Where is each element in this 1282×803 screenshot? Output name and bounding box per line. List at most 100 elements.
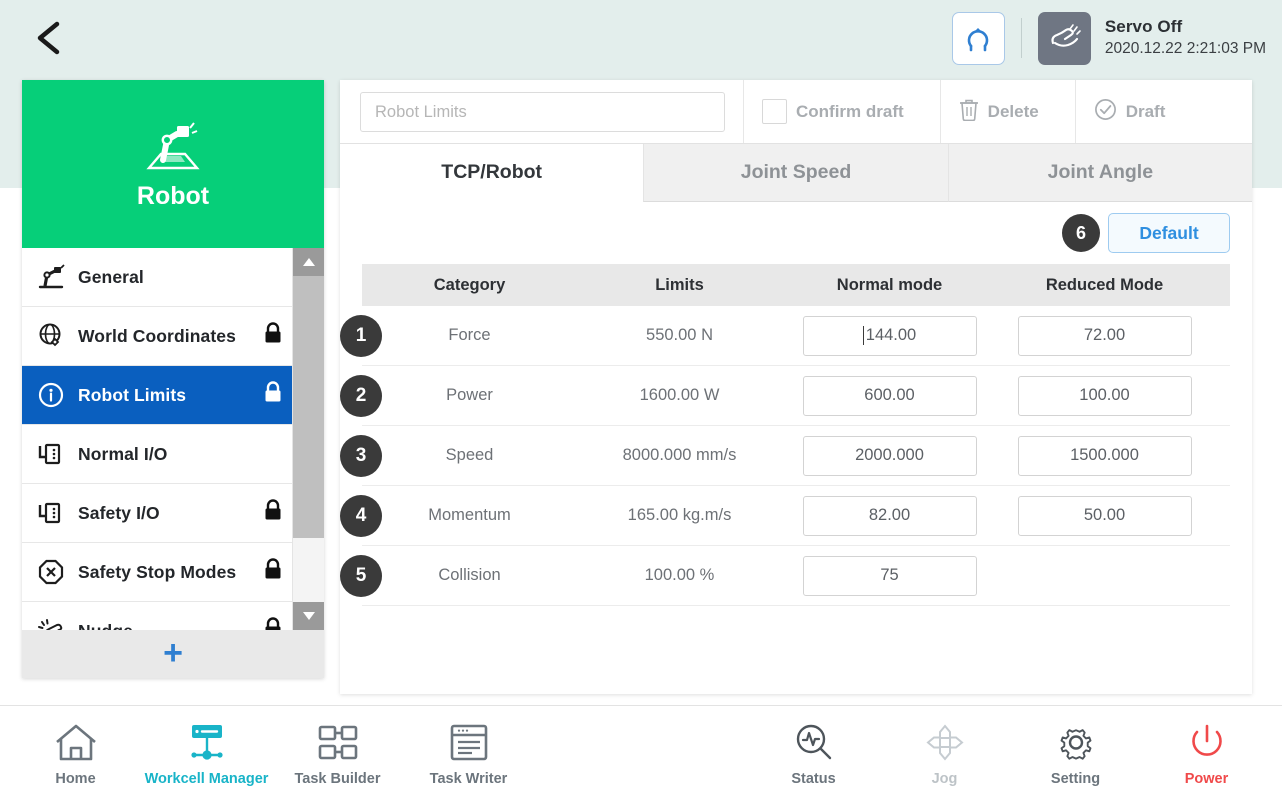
lock-icon	[262, 381, 284, 410]
bottom-nav-home[interactable]: Home	[10, 722, 141, 787]
cell-limit: 165.00 kg.m/s	[627, 506, 732, 524]
cell-reduced-mode: 72.00	[997, 315, 1212, 356]
table-header-row: Category Limits Normal mode Reduced Mode	[362, 264, 1230, 306]
bottom-nav-left-group: Home Workcell Manager	[10, 722, 534, 787]
default-button-label: Default	[1139, 222, 1199, 243]
input-value: 2000.000	[855, 446, 924, 464]
triangle-up-icon	[303, 258, 315, 266]
tab-joint-angle[interactable]: Joint Angle	[947, 144, 1252, 202]
cell-limit: 550.00 N	[646, 326, 713, 344]
cell-normal-mode: 82.00	[782, 495, 997, 536]
workcell-icon	[184, 722, 230, 764]
sidebar-scrollbar[interactable]	[292, 248, 324, 630]
name-input[interactable]: Robot Limits	[360, 92, 725, 132]
scroll-up-button[interactable]	[293, 248, 324, 276]
bottom-nav-task-builder[interactable]: Task Builder	[272, 722, 403, 787]
lock-icon	[262, 617, 284, 630]
normal-mode-input-speed[interactable]: 2000.000	[802, 435, 977, 476]
rotate-robot-icon	[968, 28, 989, 52]
sidebar-item-general[interactable]: General	[22, 248, 292, 307]
cell-limit: 1600.00 W	[639, 386, 720, 404]
robot-arm-small-icon	[36, 262, 66, 292]
bottom-nav-setting[interactable]: Setting	[1010, 722, 1141, 787]
column-header-category: Category	[433, 275, 506, 294]
draft-button[interactable]: Draft	[1076, 80, 1184, 143]
sidebar-item-label: Safety I/O	[78, 502, 160, 523]
status-cluster: Servo Off 2020.12.22 2:21:03 PM	[951, 8, 1266, 68]
check-circle-icon	[1094, 98, 1117, 126]
top-bar: Servo Off 2020.12.22 2:21:03 PM	[0, 0, 1282, 76]
bottom-nav-right-group: Status Jog	[748, 722, 1272, 787]
confirm-draft-toggle[interactable]: Confirm draft	[744, 80, 922, 143]
default-button[interactable]: Default	[1108, 213, 1230, 253]
back-button[interactable]	[20, 10, 76, 66]
column-header-reduced-mode: Reduced Mode	[1045, 275, 1164, 294]
sidebar-item-label: Nudge	[78, 621, 133, 631]
sidebar-item-safety-stop-modes[interactable]: Safety Stop Modes	[22, 543, 292, 602]
name-input-placeholder: Robot Limits	[375, 102, 467, 121]
delete-button[interactable]: Delete	[941, 80, 1057, 143]
header-divider	[1020, 18, 1022, 58]
trash-icon	[959, 98, 979, 126]
content-toolbar: Robot Limits Confirm draft D	[340, 80, 1252, 144]
sidebar-item-label: Robot Limits	[78, 384, 187, 405]
confirm-draft-checkbox[interactable]	[762, 99, 787, 124]
content-panel: Robot Limits Confirm draft D	[340, 80, 1252, 694]
cell-limit: 8000.000 mm/s	[622, 446, 737, 464]
bottom-nav-workcell-manager[interactable]: Workcell Manager	[141, 722, 272, 787]
sidebar-add-button[interactable]: +	[22, 630, 324, 678]
sidebar-item-normal-io[interactable]: Normal I/O	[22, 425, 292, 484]
cell-category: Power	[446, 386, 493, 404]
bottom-nav-jog[interactable]: Jog	[879, 722, 1010, 787]
delete-label: Delete	[987, 101, 1039, 121]
power-icon	[1184, 722, 1230, 764]
tab-label: TCP/Robot	[441, 161, 543, 183]
sidebar-item-world-coordinates[interactable]: World Coordinates	[22, 307, 292, 366]
reduced-mode-input-power[interactable]: 100.00	[1017, 375, 1192, 416]
input-value: 100.00	[1079, 386, 1130, 404]
gear-icon	[1053, 722, 1099, 764]
reduced-mode-input-force[interactable]: 72.00	[1017, 315, 1192, 356]
sidebar-item-nudge[interactable]: Nudge	[22, 602, 292, 630]
sidebar-item-label: General	[78, 266, 144, 287]
input-value: 75	[880, 566, 899, 584]
tab-label: Joint Speed	[740, 161, 852, 183]
tab-joint-speed[interactable]: Joint Speed	[643, 144, 948, 202]
lock-icon	[262, 322, 284, 351]
sidebar-item-safety-io[interactable]: Safety I/O	[22, 484, 292, 543]
sidebar-item-label: Normal I/O	[78, 443, 168, 464]
normal-mode-input-collision[interactable]: 75	[802, 555, 977, 596]
input-value: 50.00	[1083, 506, 1126, 524]
servo-timestamp: 2020.12.22 2:21:03 PM	[1104, 40, 1266, 58]
hand-nudge-icon	[36, 616, 66, 630]
bottom-nav-task-writer[interactable]: Task Writer	[403, 722, 534, 787]
normal-mode-input-momentum[interactable]: 82.00	[802, 495, 977, 536]
input-value: 82.00	[868, 506, 911, 524]
cell-category: Force	[448, 326, 491, 344]
sidebar-item-robot-limits[interactable]: Robot Limits	[22, 366, 292, 425]
toolbar-divider	[743, 80, 744, 143]
tab-tcp-robot[interactable]: TCP/Robot	[340, 144, 644, 202]
normal-mode-input-power[interactable]: 600.00	[802, 375, 977, 416]
scrollbar-thumb[interactable]	[293, 276, 324, 538]
scroll-down-button[interactable]	[293, 602, 324, 630]
reduced-mode-input-speed[interactable]: 1500.000	[1017, 435, 1192, 476]
table-row: 3 Speed 8000.000 mm/s 2000.000 1500.000	[340, 426, 1230, 486]
sidebar-item-label: Safety Stop Modes	[78, 561, 237, 582]
bottom-nav-power[interactable]: Power	[1141, 722, 1272, 787]
step-badge-5: 5	[340, 554, 382, 597]
servo-hand-icon	[1051, 24, 1082, 47]
table-row: 4 Momentum 165.00 kg.m/s 82.00 50.00	[340, 486, 1230, 546]
status-scope-icon	[791, 722, 837, 764]
bottom-nav-status[interactable]: Status	[748, 722, 879, 787]
cell-category: Speed	[445, 446, 494, 464]
reduced-mode-input-momentum[interactable]: 50.00	[1017, 495, 1192, 536]
servo-status-title: Servo Off	[1104, 17, 1183, 36]
input-value: 72.00	[1083, 326, 1126, 344]
refresh-button[interactable]	[951, 11, 1005, 65]
normal-mode-input-force[interactable]: 144.00	[802, 315, 977, 356]
triangle-down-icon	[303, 612, 315, 620]
stop-octagon-icon	[36, 557, 66, 587]
cell-category: Collision	[438, 566, 501, 584]
step-badge-4: 4	[340, 494, 382, 537]
